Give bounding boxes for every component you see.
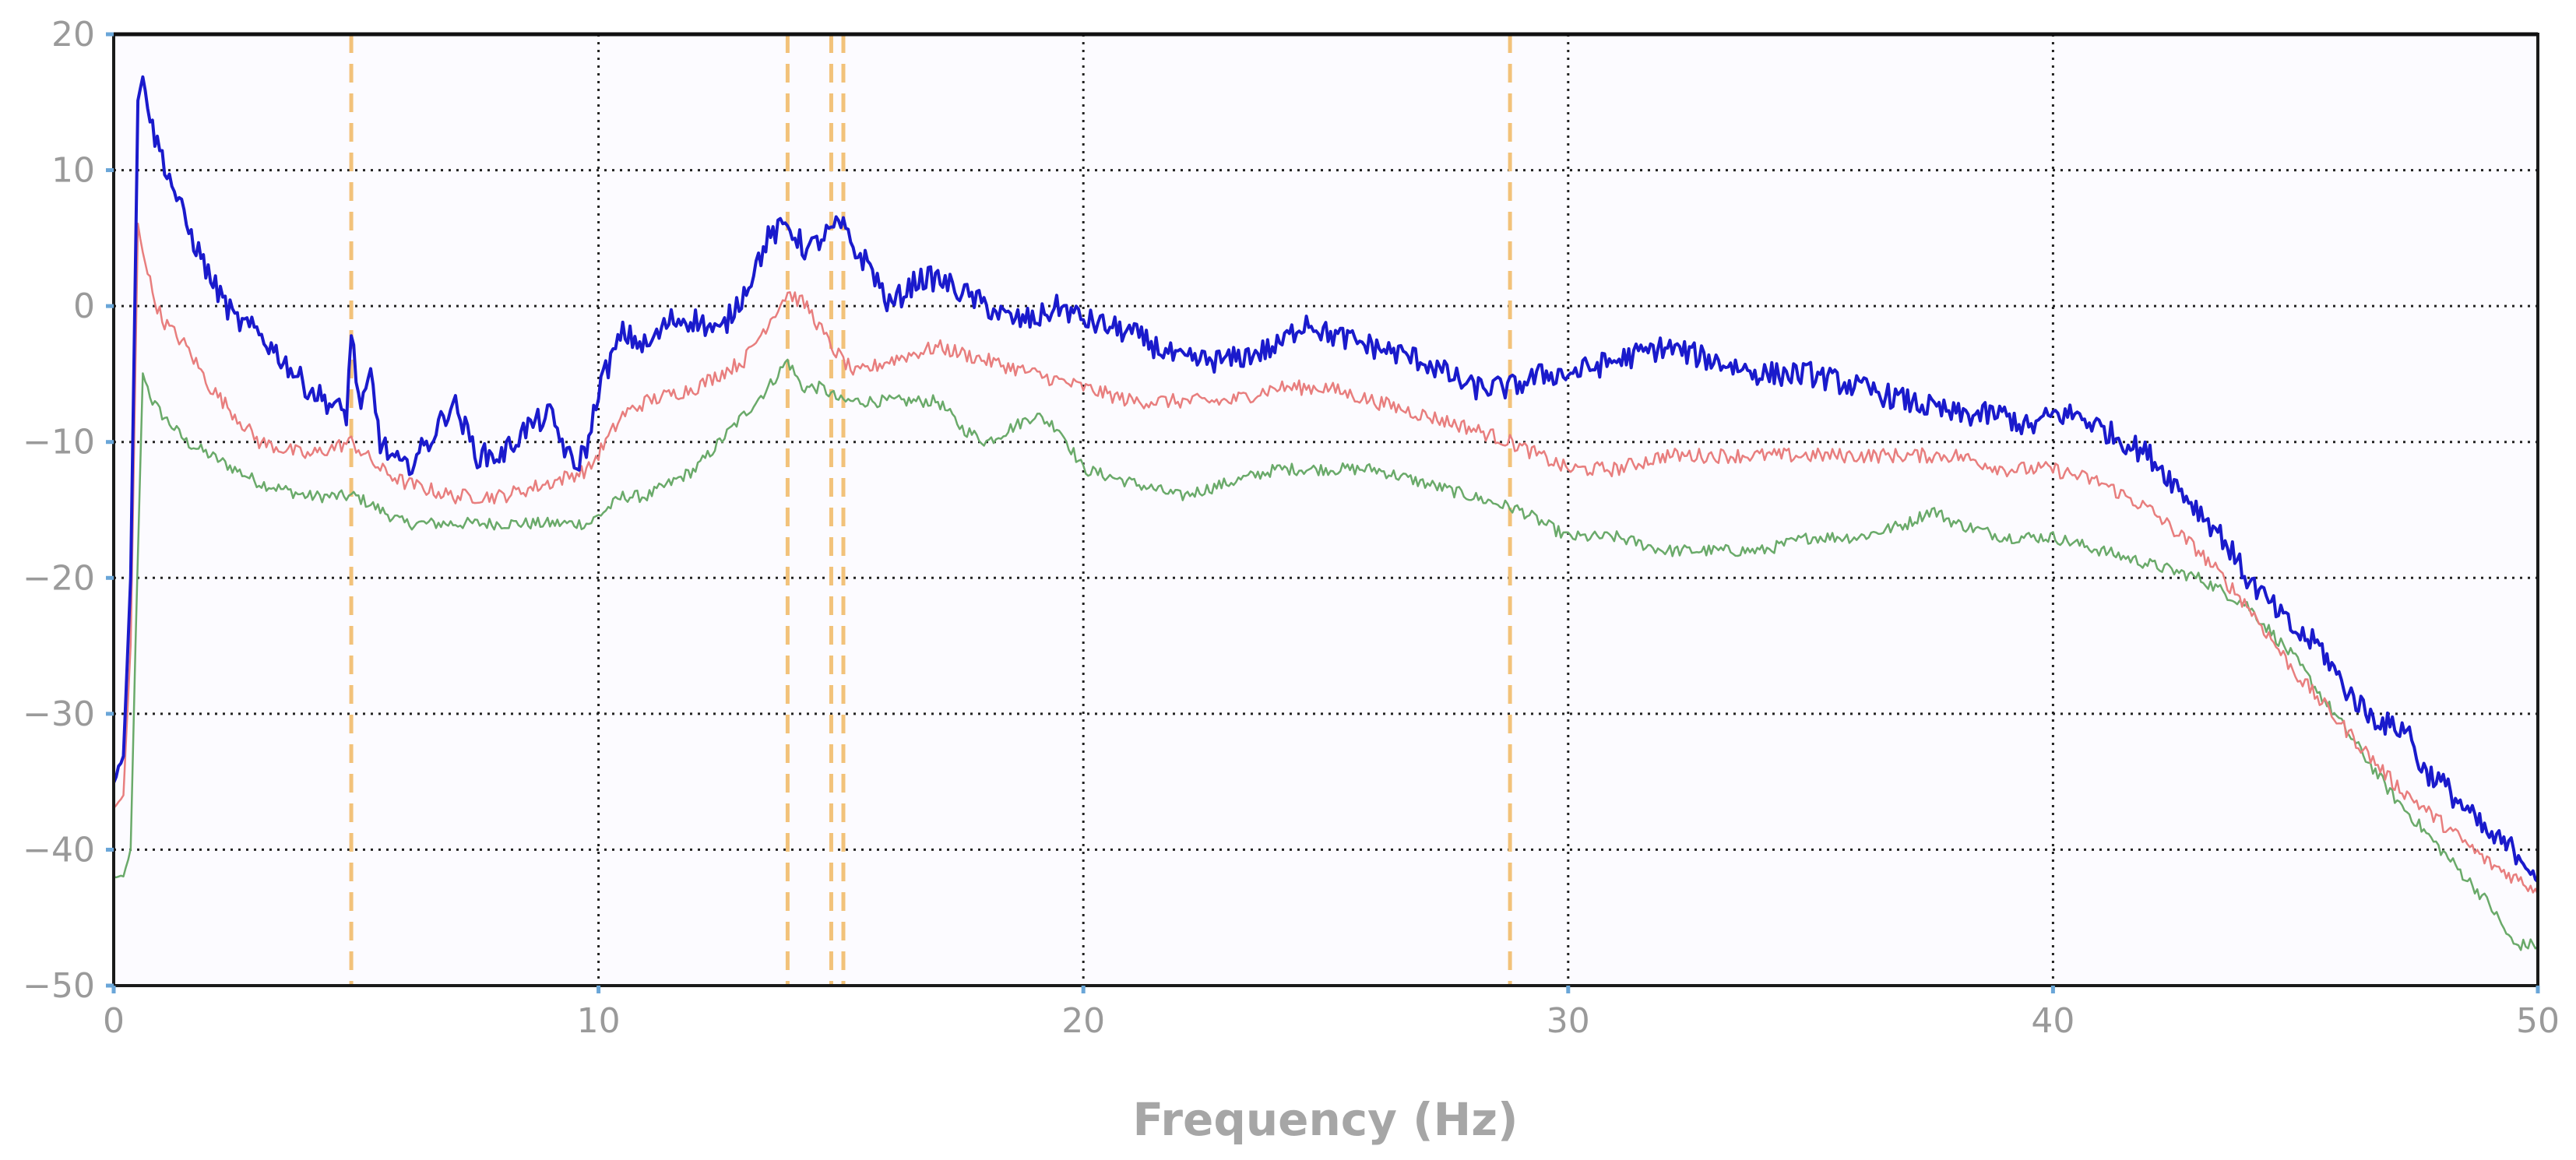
- x-tick-label: 50: [2516, 1001, 2560, 1041]
- grid-lines: [114, 34, 2538, 986]
- x-axis-label: Frequency (Hz): [1133, 1093, 1519, 1146]
- y-tick-label: −10: [23, 423, 95, 462]
- plot-background: [114, 34, 2538, 986]
- series-line-2: [113, 358, 2539, 951]
- x-tick-label: 40: [2031, 1001, 2075, 1041]
- y-tick-label: 10: [51, 151, 95, 191]
- series-line-0: [112, 75, 2539, 884]
- y-tick-label: 20: [51, 15, 95, 54]
- x-tick-label: 10: [577, 1001, 621, 1041]
- y-tick-label: −40: [23, 830, 95, 870]
- x-axis-ticks: 0 10 20 30 40 50: [103, 986, 2560, 1041]
- x-tick-label: 30: [1547, 1001, 1590, 1041]
- y-tick-label: −20: [23, 558, 95, 598]
- y-tick-label: −50: [23, 966, 95, 1006]
- series-group: [112, 75, 2539, 951]
- y-tick-label: −30: [23, 694, 95, 734]
- x-tick-label: 20: [1061, 1001, 1105, 1041]
- x-tick-label: 0: [103, 1001, 125, 1041]
- y-tick-label: 0: [73, 286, 95, 326]
- series-line-1: [113, 223, 2539, 895]
- y-axis-ticks: 20 10 0 −10 −20 −30 −40 −50: [23, 15, 114, 1006]
